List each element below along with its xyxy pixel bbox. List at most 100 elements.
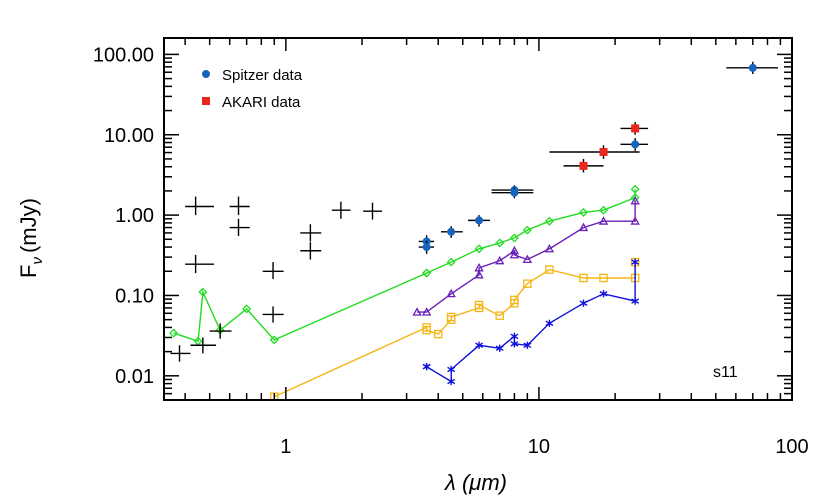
photometry-cross: [363, 202, 383, 220]
spitzer-marker: [447, 227, 456, 236]
model-point-orange: [474, 300, 484, 310]
model-point-purple: [630, 196, 640, 205]
model-point-green: [599, 205, 609, 215]
model-point-purple: [474, 270, 484, 279]
model-line-purple: [417, 201, 636, 313]
spitzer-point: [418, 240, 435, 254]
model-point-green: [522, 225, 532, 235]
model-point-orange: [433, 329, 443, 339]
model-point-green: [509, 233, 519, 243]
model-point-blue: [523, 341, 532, 349]
akari-point: [563, 158, 604, 173]
x-tick-label: 1: [280, 436, 291, 458]
y-axis-label-main: F: [16, 265, 41, 278]
model-point-blue: [495, 344, 504, 352]
photometry-cross: [185, 254, 214, 274]
model-point-purple: [474, 263, 484, 272]
model-point-green: [446, 257, 456, 267]
legend-akari-marker: [202, 97, 210, 105]
asterisk-stroke: [510, 333, 519, 340]
model-point-orange: [510, 295, 519, 305]
model-point-green: [474, 244, 484, 254]
model-point-purple: [544, 243, 555, 253]
data-points: [170, 61, 778, 362]
model-point-orange: [495, 311, 504, 320]
panel-annotation: s11: [713, 364, 738, 381]
axis-ticks: 1 10 100 0.01 0.10 1.00 10.00 100.00: [93, 38, 809, 458]
spitzer-point: [491, 187, 534, 199]
model-point-orange: [523, 279, 532, 288]
x-tick-label: 10: [528, 436, 550, 458]
asterisk-stroke: [447, 366, 456, 373]
akari-marker: [579, 161, 588, 170]
spitzer-marker: [422, 243, 431, 252]
model-point-purple: [509, 249, 520, 259]
spitzer-point: [468, 215, 490, 227]
spitzer-point: [620, 138, 649, 151]
y-axis-label-unit: (mJy): [16, 198, 41, 253]
asterisk-stroke: [447, 378, 456, 385]
model-point-blue: [422, 363, 431, 371]
model-point-purple: [412, 307, 422, 316]
asterisk-stroke: [495, 345, 504, 352]
model-point-purple: [495, 255, 505, 265]
photometry-cross: [229, 196, 250, 216]
spitzer-point: [726, 61, 778, 75]
asterisk-stroke: [475, 342, 484, 349]
model-point-green: [578, 207, 589, 217]
asterisk-stroke: [422, 363, 431, 370]
legend-spitzer-label: Spitzer data: [222, 67, 303, 84]
photometry-cross: [262, 262, 284, 280]
photometry-cross: [209, 323, 232, 339]
model-point-orange: [599, 273, 608, 283]
model-point-green: [422, 268, 432, 278]
spitzer-point: [440, 226, 463, 238]
asterisk-stroke: [631, 298, 640, 304]
model-line-green: [173, 189, 636, 343]
model-point-purple: [630, 216, 640, 225]
photometry-cross: [185, 196, 214, 216]
photometry-cross: [170, 345, 191, 362]
y-tick-label: 10.00: [104, 125, 154, 147]
x-axis-label: λ (μm): [444, 470, 507, 495]
photometry-cross: [331, 201, 351, 219]
akari-marker: [599, 148, 608, 157]
model-point-green: [630, 184, 640, 194]
y-axis-label: Fν (mJy): [16, 198, 46, 278]
model-point-blue: [545, 319, 554, 327]
model-point-orange: [422, 325, 431, 335]
model-point-orange: [545, 265, 554, 274]
akari-point: [549, 145, 640, 159]
legend-akari-label: AKARI data: [222, 94, 301, 111]
legend-spitzer-marker: [202, 70, 210, 78]
photometry-cross: [300, 242, 322, 260]
spitzer-marker: [631, 140, 640, 149]
asterisk-stroke: [545, 320, 554, 327]
model-point-green: [495, 238, 505, 248]
model-point-purple: [421, 307, 432, 316]
model-point-purple: [578, 222, 589, 232]
photometry-cross: [190, 337, 217, 354]
model-point-blue: [631, 258, 640, 266]
spitzer-marker: [510, 188, 519, 197]
model-point-green: [544, 216, 554, 226]
x-tick-label: 100: [775, 436, 808, 458]
asterisk-stroke: [510, 341, 519, 347]
model-line-orange: [274, 262, 636, 398]
legend: Spitzer data AKARI data: [202, 67, 303, 111]
model-point-blue: [631, 297, 640, 305]
spitzer-marker: [748, 63, 757, 72]
akari-point: [620, 122, 649, 135]
model-point-purple: [522, 254, 533, 264]
model-point-purple: [509, 245, 520, 255]
model-point-blue: [475, 341, 484, 349]
model-point-green: [169, 328, 179, 338]
asterisk-stroke: [599, 290, 608, 297]
photometry-cross: [229, 218, 250, 236]
y-tick-label: 0.10: [115, 285, 154, 307]
model-point-green: [269, 335, 279, 345]
model-point-orange: [579, 273, 588, 283]
asterisk-stroke: [523, 342, 532, 349]
akari-marker: [631, 124, 640, 133]
